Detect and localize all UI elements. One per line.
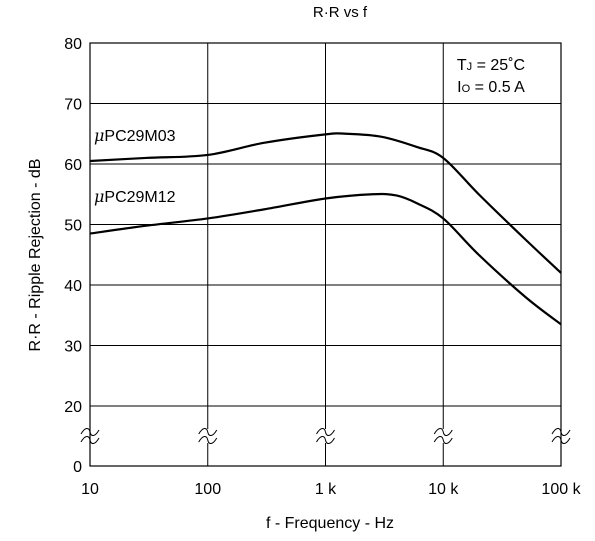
mu-prefix: μ <box>94 126 104 145</box>
x-tick-label: 100 <box>194 481 221 498</box>
current-subscript: O <box>462 83 471 95</box>
x-tick-label: 10 k <box>428 481 459 498</box>
break-mark <box>316 436 335 444</box>
temp-symbol: T <box>457 57 467 74</box>
break-mark <box>198 428 218 436</box>
series-lines <box>89 132 562 326</box>
break-mark <box>198 436 218 444</box>
series-line-upc29m03 <box>89 132 562 274</box>
break-gap <box>197 429 218 443</box>
y-tick-label: 30 <box>64 339 82 356</box>
y-tick-label: 60 <box>64 157 82 174</box>
chart-title: R·R vs f <box>313 4 368 21</box>
y-tick-label: 50 <box>64 218 82 235</box>
break-gap <box>315 429 336 443</box>
break-mark <box>433 428 453 436</box>
current-value: = 0.5 A <box>470 79 525 96</box>
y-tick-label: 70 <box>64 97 82 114</box>
series-label-upc29m03: μPC29M03 <box>94 126 176 145</box>
series-label-upc29m12: μPC29M12 <box>94 187 176 206</box>
temp-subscript: J <box>467 61 473 73</box>
x-tick-label: 10 <box>81 481 99 498</box>
break-mark <box>316 428 335 436</box>
y-tick-label: 20 <box>64 399 82 416</box>
break-mark <box>433 436 453 444</box>
x-tick-label: 1 k <box>315 481 337 498</box>
mu-prefix: μ <box>94 187 104 206</box>
break-gap <box>433 429 454 443</box>
plot-frame <box>89 42 562 467</box>
current-symbol: I <box>457 79 461 96</box>
part-number: PC29M12 <box>104 189 175 206</box>
output-current-annotation: IO = 0.5 A <box>457 79 525 96</box>
y-axis-label: R·R - Ripple Rejection - dB <box>27 159 44 352</box>
x-tick-label: 100 k <box>541 481 581 498</box>
axis-break-marks <box>80 428 571 444</box>
part-number: PC29M03 <box>104 128 175 145</box>
grid-lines <box>89 42 562 467</box>
temp-value: = 25˚C <box>472 57 525 74</box>
y-tick-label: 40 <box>64 278 82 295</box>
tick-labels: 10 100 1 k 10 k 100 k 0 20 30 40 50 60 70 80 <box>64 36 581 498</box>
x-axis-label: f - Frequency - Hz <box>266 515 394 532</box>
y-tick-label: 0 <box>73 459 82 476</box>
y-tick-label: 80 <box>64 36 82 53</box>
junction-temperature-annotation: TJ = 25˚C <box>457 57 525 74</box>
series-line-upc29m12 <box>89 192 562 326</box>
